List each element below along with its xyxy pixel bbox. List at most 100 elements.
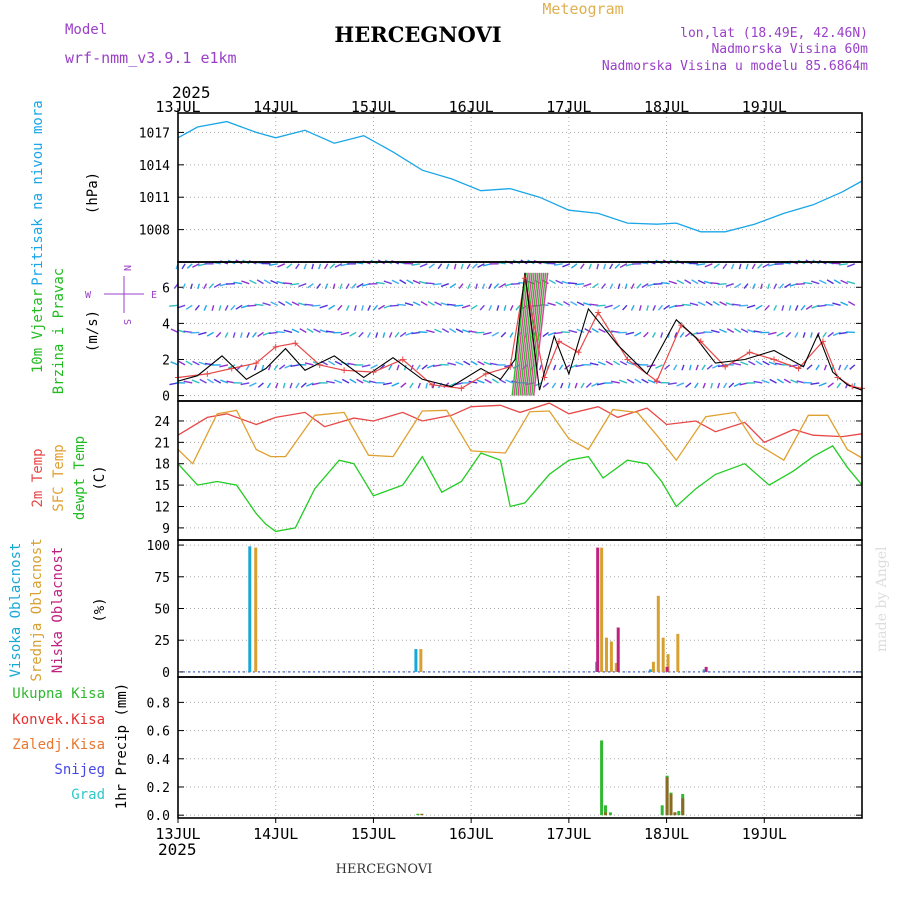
coords-label: lon,lat (18.49E, 42.46N) bbox=[680, 26, 868, 41]
wind-barb bbox=[760, 283, 763, 290]
year-bottom: 2025 bbox=[158, 840, 197, 859]
wind-barb bbox=[613, 304, 621, 310]
wind-barb-strong bbox=[517, 272, 533, 396]
wind-barb bbox=[702, 382, 706, 389]
wind-barb bbox=[198, 331, 207, 336]
wind-barb bbox=[332, 283, 336, 290]
wind-barb bbox=[589, 303, 599, 307]
total-precip-bar bbox=[604, 805, 608, 816]
wind-barb bbox=[367, 305, 372, 311]
wind-barb bbox=[843, 364, 849, 371]
y-tick-label: 75 bbox=[154, 571, 170, 586]
wind-barb bbox=[319, 304, 328, 309]
wind-barb bbox=[434, 301, 442, 306]
wind-barb bbox=[838, 364, 842, 371]
wind-barb bbox=[838, 263, 848, 266]
wind-barb bbox=[553, 331, 563, 335]
wind-barb bbox=[824, 303, 834, 307]
wind-barb bbox=[719, 301, 727, 306]
wind-barb bbox=[394, 331, 400, 338]
y-tick-label: 18 bbox=[154, 458, 170, 473]
wind-barb bbox=[178, 360, 186, 366]
frozen-precip-bar bbox=[669, 794, 673, 816]
legend-frozen-rain: Zaledj.Kisa bbox=[12, 737, 105, 753]
panel-frame bbox=[177, 112, 863, 263]
wind-barb bbox=[412, 301, 421, 306]
mid-cloud-bar bbox=[419, 649, 423, 672]
x-tick-label-top: 17JUL bbox=[546, 98, 591, 116]
wind-barb bbox=[505, 379, 514, 384]
wind-barb bbox=[663, 304, 671, 310]
wind-barb bbox=[306, 382, 314, 387]
wind-gust-marker bbox=[341, 367, 348, 374]
wind-barb bbox=[826, 279, 834, 285]
wind-barb bbox=[575, 282, 585, 286]
station-title: HERCEGNOVI bbox=[334, 22, 501, 47]
wind-barb bbox=[275, 382, 279, 389]
wind-barb bbox=[755, 360, 763, 366]
wind-barb bbox=[776, 378, 784, 384]
wind-barb bbox=[334, 263, 343, 268]
low-cloud-bar bbox=[704, 666, 708, 672]
wind-barb bbox=[697, 301, 706, 306]
wind-barb bbox=[230, 304, 236, 311]
wind-barb bbox=[717, 382, 721, 389]
wind-barb bbox=[378, 304, 386, 310]
wind-barb bbox=[509, 305, 514, 311]
wind-barb bbox=[291, 301, 300, 306]
wind-barb bbox=[601, 283, 607, 289]
wind-barb bbox=[406, 279, 414, 285]
wind-barb bbox=[555, 279, 564, 285]
dewpt-axis-label: dewpt Temp bbox=[72, 436, 88, 520]
wind-barb bbox=[462, 329, 471, 334]
wind-barb bbox=[511, 282, 521, 285]
wind-barb bbox=[563, 300, 571, 306]
wind-barb bbox=[676, 382, 685, 387]
wind-barb bbox=[328, 304, 336, 310]
wind-barb bbox=[318, 263, 322, 270]
wind-barb bbox=[691, 279, 699, 285]
wind-barb bbox=[213, 283, 222, 288]
wind-barb bbox=[789, 364, 799, 368]
wind-barb bbox=[667, 382, 677, 386]
wind-barb bbox=[440, 283, 449, 288]
low-cloud-bar bbox=[596, 547, 600, 672]
wind-barb bbox=[626, 378, 635, 384]
wind-barb bbox=[181, 263, 186, 270]
wind-barb bbox=[731, 303, 741, 307]
wind-barb bbox=[356, 283, 364, 288]
wind-gust-marker bbox=[272, 343, 279, 350]
wind-barb bbox=[491, 378, 499, 384]
panel-frame bbox=[177, 676, 863, 819]
wind-barb bbox=[224, 332, 229, 338]
wind-barb bbox=[249, 279, 257, 285]
wind-barb bbox=[454, 304, 464, 307]
wind-barb bbox=[466, 263, 471, 270]
wind-barb bbox=[477, 360, 485, 366]
compass-north: N bbox=[121, 265, 132, 271]
wind-barb bbox=[304, 303, 314, 307]
wind-barb bbox=[712, 300, 720, 306]
wind-barb bbox=[324, 263, 329, 270]
wind-barb bbox=[463, 360, 471, 366]
wind-barb bbox=[806, 364, 813, 370]
x-tick-label-bottom: 17JUL bbox=[546, 825, 591, 843]
wind-barb bbox=[746, 304, 756, 309]
wind-barb bbox=[491, 331, 499, 337]
wind-barb bbox=[329, 263, 336, 269]
wind-barb bbox=[571, 263, 578, 269]
y-tick-label: 0 bbox=[162, 666, 170, 681]
x-tick-label-bottom: 14JUL bbox=[253, 825, 298, 843]
wind-barb bbox=[712, 364, 720, 369]
wind-gust-marker bbox=[370, 369, 377, 376]
wind-barb bbox=[185, 360, 193, 366]
wind-barb bbox=[203, 283, 208, 290]
wind-barb bbox=[696, 263, 706, 266]
mid-cloud-bar bbox=[614, 663, 618, 672]
wind-barb bbox=[298, 283, 307, 288]
cloud-unit-label: (%) bbox=[92, 597, 108, 622]
wind-barb bbox=[619, 263, 628, 268]
wind-barb bbox=[218, 305, 222, 311]
y-tick-label: 50 bbox=[154, 603, 170, 618]
wind-barb bbox=[426, 364, 435, 369]
